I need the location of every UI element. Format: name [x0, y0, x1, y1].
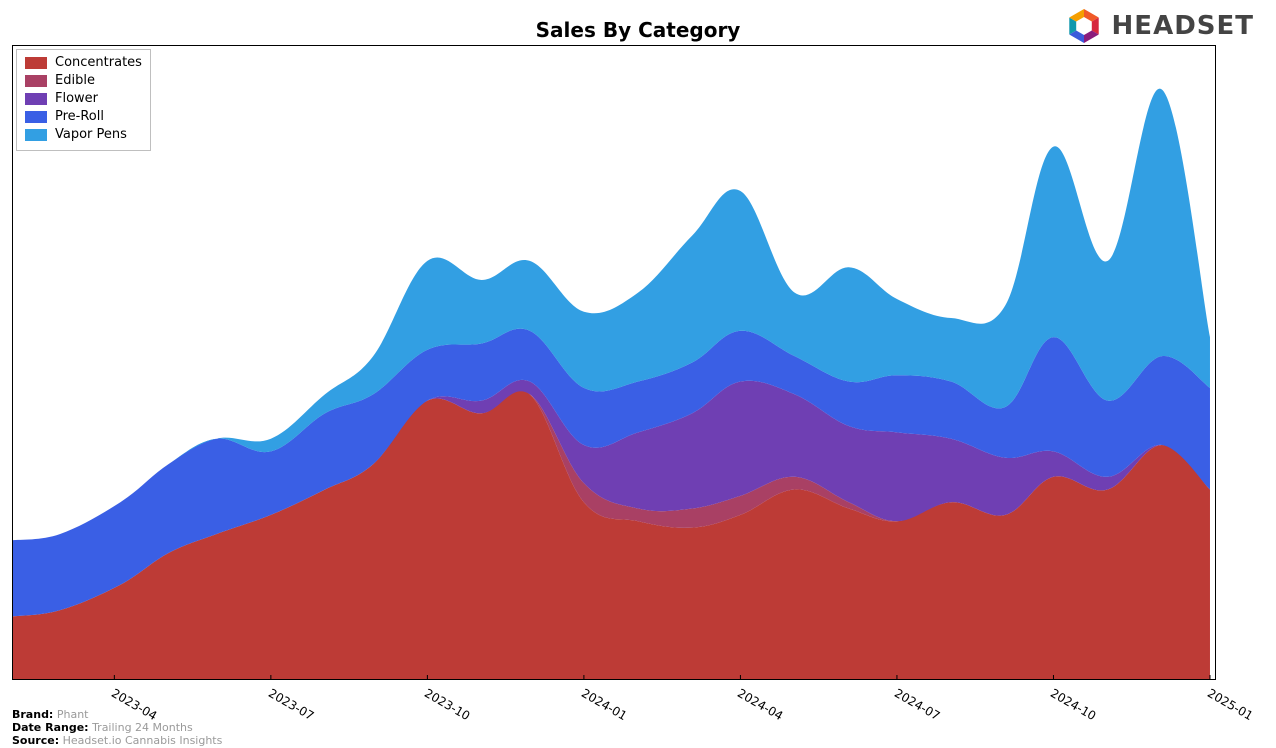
legend-swatch [25, 129, 47, 141]
x-tick-label: 2024-04 [735, 686, 785, 723]
meta-brand-value: Phant [57, 708, 89, 721]
legend-label: Edible [55, 72, 95, 90]
meta-brand-label: Brand: [12, 708, 53, 721]
legend-label: Flower [55, 90, 98, 108]
x-tick-label: 2023-07 [266, 686, 316, 723]
headset-logo: HEADSET [1064, 6, 1254, 46]
legend-swatch [25, 111, 47, 123]
legend-label: Vapor Pens [55, 126, 127, 144]
legend-item: Vapor Pens [25, 126, 142, 144]
legend-swatch [25, 93, 47, 105]
x-tick-label: 2025-01 [1205, 686, 1255, 723]
headset-logo-icon [1064, 6, 1104, 46]
x-tick-label: 2024-07 [892, 686, 942, 723]
stacked-area-chart [12, 45, 1216, 680]
legend-swatch [25, 57, 47, 69]
legend-item: Pre-Roll [25, 108, 142, 126]
x-tick-label: 2023-10 [422, 686, 472, 723]
legend-item: Concentrates [25, 54, 142, 72]
x-tick-label: 2024-10 [1048, 686, 1098, 723]
meta-source-label: Source: [12, 734, 59, 747]
legend-swatch [25, 75, 47, 87]
x-tick-label: 2024-01 [579, 686, 629, 723]
meta-source-value: Headset.io Cannabis Insights [63, 734, 223, 747]
headset-logo-text: HEADSET [1112, 11, 1254, 41]
meta-range-value: Trailing 24 Months [92, 721, 193, 734]
chart-metadata: Brand: Phant Date Range: Trailing 24 Mon… [12, 708, 222, 747]
legend: ConcentratesEdibleFlowerPre-RollVapor Pe… [16, 49, 151, 151]
legend-label: Pre-Roll [55, 108, 104, 126]
legend-label: Concentrates [55, 54, 142, 72]
meta-range-label: Date Range: [12, 721, 89, 734]
legend-item: Flower [25, 90, 142, 108]
legend-item: Edible [25, 72, 142, 90]
